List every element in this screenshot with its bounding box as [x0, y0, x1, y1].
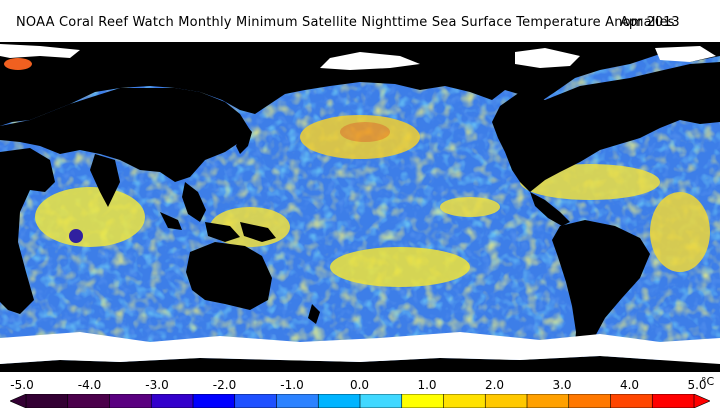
legend-color-swatch — [317, 394, 361, 408]
legend-color-swatch — [568, 394, 612, 408]
legend-color-swatch — [150, 394, 194, 408]
warm-anomaly-regions — [35, 115, 710, 287]
legend-tick-label: 5.0 — [687, 378, 707, 392]
legend-color-swatch — [234, 394, 278, 408]
landmasses — [0, 42, 720, 372]
legend-arrow-right — [693, 394, 710, 408]
legend-color-swatch — [276, 394, 320, 408]
sst-anomaly-map — [0, 42, 720, 372]
cold-anomaly-spot — [69, 229, 83, 243]
legend-tick-label: -4.0 — [77, 378, 102, 392]
color-scale-legend: -5.0 -4.0 -3.0 -2.0 -1.0 0.0 1.0 2.0 3.0 4.0 5.0 °… — [0, 372, 720, 411]
legend-color-swatch — [484, 394, 528, 408]
legend-tick-label: 3.0 — [552, 378, 572, 392]
legend-color-swatch — [443, 394, 487, 408]
legend-color-swatch — [25, 394, 69, 408]
map-title: NOAA Coral Reef Watch Monthly Minimum Sa… — [16, 15, 675, 30]
legend-tick-label: 4.0 — [619, 378, 640, 392]
legend-tick-label: -1.0 — [280, 378, 304, 392]
legend-color-swatch — [109, 394, 153, 408]
legend-color-swatch — [359, 394, 403, 408]
legend-tick-label: 0.0 — [349, 378, 370, 392]
legend-color-swatch — [401, 394, 445, 408]
unit-label: °C — [701, 375, 715, 388]
legend-arrow-left — [10, 394, 27, 408]
legend-color-swatch — [610, 394, 654, 408]
map-date: Apr 2013 — [620, 15, 680, 30]
color-bar — [10, 394, 710, 408]
legend-color-swatch — [651, 394, 695, 408]
legend-tick-label: -2.0 — [212, 378, 237, 392]
legend-color-swatch — [192, 394, 236, 408]
legend-color-swatch — [67, 394, 111, 408]
legend-color-swatch — [526, 394, 570, 408]
title-bar: NOAA Coral Reef Watch Monthly Minimum Sa… — [0, 0, 720, 42]
hot-anomaly-spot — [4, 58, 32, 70]
sea-ice — [0, 44, 720, 364]
legend-tick-label: 2.0 — [484, 378, 505, 392]
legend-tick-label: -5.0 — [10, 378, 34, 392]
legend-tick-label: 1.0 — [417, 378, 437, 392]
legend-tick-label: -3.0 — [145, 378, 169, 392]
